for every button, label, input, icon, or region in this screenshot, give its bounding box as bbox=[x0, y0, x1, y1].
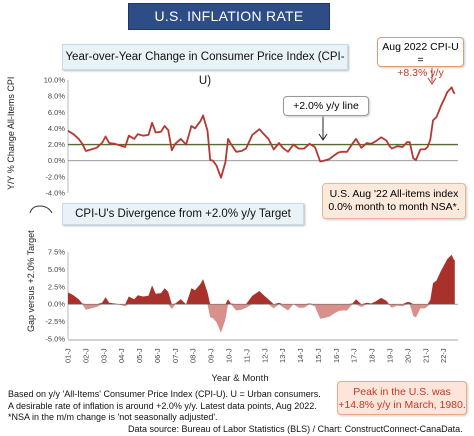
x-tick: 15-J bbox=[314, 348, 323, 363]
y-tick-bottom: 5.0% bbox=[48, 265, 65, 274]
x-tick: 11-J bbox=[242, 349, 251, 363]
footnote: Based on y/y 'All-Items' Consumer Price … bbox=[8, 389, 321, 424]
y-tick-top: 2.0% bbox=[48, 140, 65, 149]
y-tick-top: -2.0% bbox=[45, 172, 65, 181]
x-tick: 03-J bbox=[99, 348, 108, 363]
y-tick-top: 10.0% bbox=[44, 76, 66, 85]
target-arrow bbox=[318, 114, 328, 141]
x-tick: 18-J bbox=[368, 348, 377, 363]
y-tick-bottom: -2.5% bbox=[45, 317, 65, 326]
chart-banner: U.S. INFLATION RATE bbox=[128, 3, 330, 30]
x-tick: 02-J bbox=[81, 348, 90, 363]
latest-value-callout: Aug 2022 CPI-U = +8.3% y/y bbox=[377, 37, 464, 79]
x-tick: 10-J bbox=[225, 348, 234, 363]
y-tick-top: 4.0% bbox=[48, 124, 65, 133]
peak-callout-line1: Peak in the U.S. was bbox=[353, 386, 451, 398]
footnote-line1: Based on y/y 'All-Items' Consumer Price … bbox=[8, 389, 321, 399]
x-tick: 20-J bbox=[403, 348, 412, 363]
x-tick: 05-J bbox=[135, 348, 144, 363]
x-tick: 21-J bbox=[421, 348, 430, 363]
latest-callout-line1: Aug 2022 CPI-U = bbox=[382, 41, 459, 66]
y-tick-top: 6.0% bbox=[48, 108, 65, 117]
x-tick: 12-J bbox=[260, 348, 269, 363]
panel1-title: Year-over-Year Change in Consumer Price … bbox=[62, 44, 348, 87]
x-tick: 16-J bbox=[332, 348, 341, 363]
gap-area-below-target bbox=[68, 304, 455, 333]
x-tick: 06-J bbox=[153, 348, 162, 363]
mm-callout-line1: U.S. Aug '22 All-items index bbox=[329, 188, 459, 200]
peak-callout-line2: +14.8% y/y in March, 1980. bbox=[338, 399, 466, 411]
month-change-callout: U.S. Aug '22 All-items index 0.0% month … bbox=[322, 183, 466, 219]
x-axis-label: Year & Month bbox=[211, 373, 269, 384]
x-tick: 01-J bbox=[64, 348, 73, 363]
y-axis-label-bottom: Gap versus +2.0% Target bbox=[26, 230, 36, 332]
y-tick-top: 8.0% bbox=[48, 92, 65, 101]
latest-arrow bbox=[427, 67, 437, 85]
y-tick-top: 0.0% bbox=[48, 156, 65, 165]
panel-connector bbox=[29, 205, 53, 214]
mm-callout-line2: 0.0% month to month NSA*. bbox=[328, 201, 460, 213]
x-tick: 09-J bbox=[207, 348, 216, 363]
footnote-line3: *NSA in the m/m change is 'not seasonall… bbox=[8, 412, 218, 422]
data-source: Data source: Bureau of Labor Statistics … bbox=[128, 424, 463, 434]
x-tick: 17-J bbox=[350, 348, 359, 363]
y-tick-bottom: 0.0% bbox=[48, 300, 65, 309]
x-tick: 04-J bbox=[117, 348, 126, 363]
x-tick: 19-J bbox=[386, 348, 395, 363]
y-tick-bottom: 2.5% bbox=[48, 282, 65, 291]
target-line-callout: +2.0% y/y line bbox=[283, 96, 369, 116]
y-tick-bottom: 7.5% bbox=[48, 248, 65, 257]
y-tick-top: -4.0% bbox=[45, 189, 65, 198]
latest-callout-line2: +8.3% y/y bbox=[397, 67, 444, 79]
peak-callout: Peak in the U.S. was +14.8% y/y in March… bbox=[337, 381, 467, 415]
y-tick-bottom: -5.0% bbox=[45, 335, 65, 344]
x-tick: 07-J bbox=[171, 348, 180, 363]
footnote-line2: A desirable rate of inflation is around … bbox=[8, 400, 317, 411]
cpi-yoy-line bbox=[67, 86, 456, 179]
gap-area-above-target bbox=[68, 254, 455, 305]
x-tick: 13-J bbox=[278, 348, 287, 363]
y-axis-label-top: Y/Y % Change All-Items CPI bbox=[6, 76, 16, 190]
x-tick: 08-J bbox=[189, 348, 198, 363]
x-tick: 14-J bbox=[296, 348, 305, 363]
panel2-title: CPI-U's Divergence from +2.0% y/y Target bbox=[62, 203, 304, 225]
x-tick: 22-J bbox=[439, 348, 448, 363]
